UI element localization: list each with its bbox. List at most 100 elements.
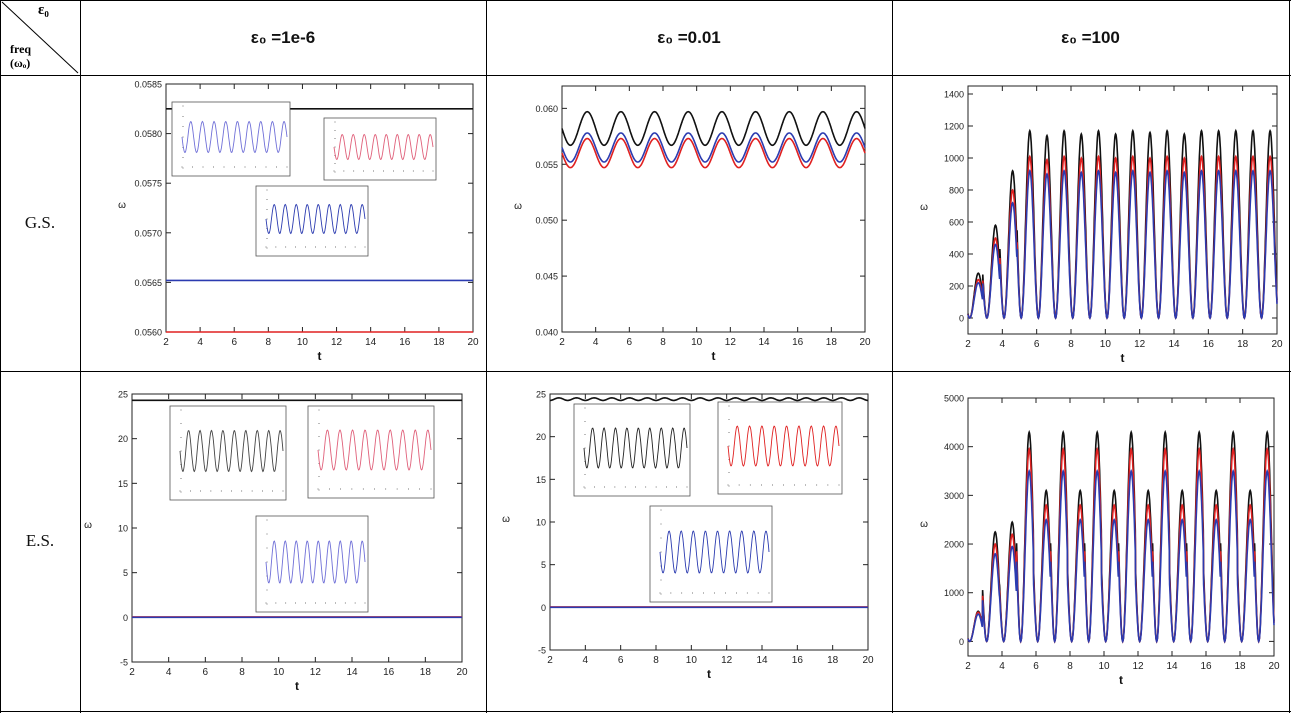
x-tick-label: 6 (627, 337, 633, 348)
inset-series-line (181, 120, 288, 154)
x-tick-label: 6 (618, 655, 624, 666)
x-tick-label: 12 (1134, 339, 1146, 350)
row-header-es: E.S. (25, 531, 55, 550)
x-tick-label: 8 (1067, 661, 1073, 672)
y-tick-label: 0.040 (535, 328, 558, 338)
y-tick-label: 1200 (944, 122, 964, 132)
inset-chart (255, 515, 369, 613)
y-axis-label: ω (920, 519, 928, 530)
x-tick-label: 14 (758, 337, 770, 348)
x-tick-label: 10 (273, 667, 285, 678)
y-tick-label: 800 (949, 186, 964, 196)
y-tick-label: 0.055 (535, 160, 558, 170)
inset-chart (649, 505, 773, 603)
corner-epsilon-label: ε₀ (38, 2, 49, 18)
table-border-right (1289, 0, 1290, 713)
x-tick-label: 18 (1237, 339, 1249, 350)
x-tick-label: 2 (965, 339, 971, 350)
x-tick-label: 10 (1100, 339, 1112, 350)
inset-chart (573, 403, 691, 497)
x-tick-label: 4 (197, 337, 203, 348)
y-tick-label: 0.0570 (134, 228, 162, 238)
y-tick-label: 10 (118, 524, 128, 534)
y-tick-label: 0.045 (535, 272, 558, 282)
x-tick-label: 4 (1000, 339, 1006, 350)
inset-frame (649, 505, 773, 603)
x-tick-label: 8 (239, 667, 245, 678)
y-axis-label: ω (920, 202, 928, 213)
corner-diagonal (1, 1, 79, 74)
inset-chart (307, 405, 435, 499)
corner-freq-label: freq (ωₒ) (10, 42, 31, 70)
inset-frame (307, 405, 435, 499)
y-axis-label: ω (514, 201, 522, 212)
inset-frame (573, 403, 691, 497)
column-header-100: ε₀ =100 (1061, 27, 1120, 47)
x-tick-label: 4 (999, 661, 1005, 672)
header-divider (0, 75, 1291, 76)
x-axis-label: t (318, 349, 322, 363)
chart-es-0.01: 2 4 6 8 10 12 14 16 18 20 -5 0 5 10 15 20 25 t ω (502, 390, 874, 682)
x-tick-label: 18 (420, 667, 432, 678)
column-divider-3 (892, 0, 893, 713)
row-divider (0, 371, 1291, 372)
table-border-left (0, 0, 1, 713)
x-tick-label: 6 (1033, 661, 1039, 672)
y-tick-label: 4000 (944, 442, 964, 452)
inset-frame (255, 515, 369, 613)
inset-frame (323, 117, 437, 181)
y-tick-label: 2000 (944, 540, 964, 550)
x-tick-label: 20 (862, 655, 874, 666)
x-tick-label: 18 (827, 655, 839, 666)
series-line-black (550, 396, 868, 402)
x-tick-label: 18 (433, 337, 445, 348)
chart-es-100: 2 4 6 8 10 12 14 16 18 20 0 1000 2000 3000 4000 5000 t ω (920, 394, 1280, 688)
chart-gs-100: 2 4 6 8 10 12 14 16 18 20020040060080010001200140… (920, 85, 1283, 365)
y-tick-label: 20 (118, 434, 128, 444)
series-line-blue (967, 169, 1278, 320)
table-border-bottom (0, 711, 1291, 712)
inset-chart (169, 405, 287, 501)
y-tick-label: 5 (541, 560, 546, 570)
x-tick-label: 12 (721, 655, 733, 666)
x-tick-label: 2 (559, 337, 565, 348)
x-tick-label: 6 (203, 667, 209, 678)
inset-chart (323, 117, 437, 181)
y-tick-label: 15 (536, 475, 546, 485)
x-tick-label: 18 (1234, 661, 1246, 672)
x-tick-label: 20 (467, 337, 479, 348)
inset-chart (717, 401, 843, 495)
corner-omega-text: (ωₒ) (10, 56, 31, 70)
series-line-blue (967, 468, 1275, 644)
inset-frame (717, 401, 843, 495)
y-tick-label: 0 (959, 637, 964, 647)
y-tick-label: 0.0565 (134, 278, 162, 288)
inset-series-line (317, 429, 432, 471)
x-tick-label: 6 (231, 337, 237, 348)
y-tick-label: 0.0580 (134, 129, 162, 139)
y-axis-label: ω (84, 520, 92, 531)
x-tick-label: 14 (365, 337, 377, 348)
x-tick-label: 12 (310, 667, 322, 678)
x-tick-label: 2 (163, 337, 169, 348)
x-tick-label: 10 (686, 655, 698, 666)
x-tick-label: 8 (653, 655, 659, 666)
x-tick-label: 12 (1132, 661, 1144, 672)
inset-series-line (265, 203, 366, 235)
x-tick-label: 12 (331, 337, 343, 348)
y-axis-label: ω (118, 200, 126, 211)
y-tick-label: 600 (949, 218, 964, 228)
y-tick-label: 400 (949, 250, 964, 260)
y-tick-label: 15 (118, 479, 128, 489)
x-axis-label: t (1121, 351, 1125, 365)
x-tick-label: 18 (826, 337, 838, 348)
y-tick-label: 0.0575 (134, 179, 162, 189)
y-tick-label: 25 (118, 390, 128, 400)
x-axis-label: t (712, 349, 716, 363)
x-tick-label: 2 (129, 667, 135, 678)
x-tick-label: 10 (691, 337, 703, 348)
x-tick-label: 2 (547, 655, 553, 666)
y-tick-label: 0.0560 (134, 328, 162, 338)
y-tick-label: 200 (949, 282, 964, 292)
